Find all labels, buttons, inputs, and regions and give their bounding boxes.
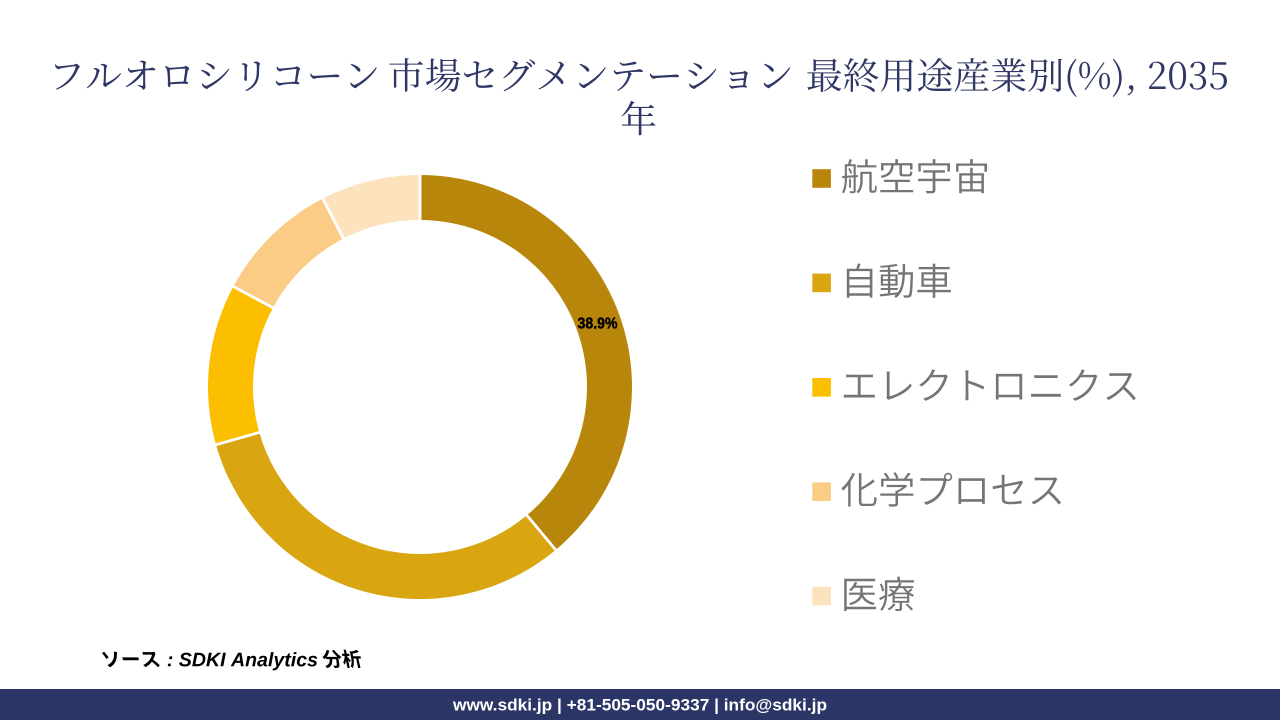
- svg-text:38.9%: 38.9%: [578, 316, 618, 333]
- svg-text:www.sdki.jp | +81-505-050-9337: www.sdki.jp | +81-505-050-9337 | info@sd…: [452, 697, 827, 715]
